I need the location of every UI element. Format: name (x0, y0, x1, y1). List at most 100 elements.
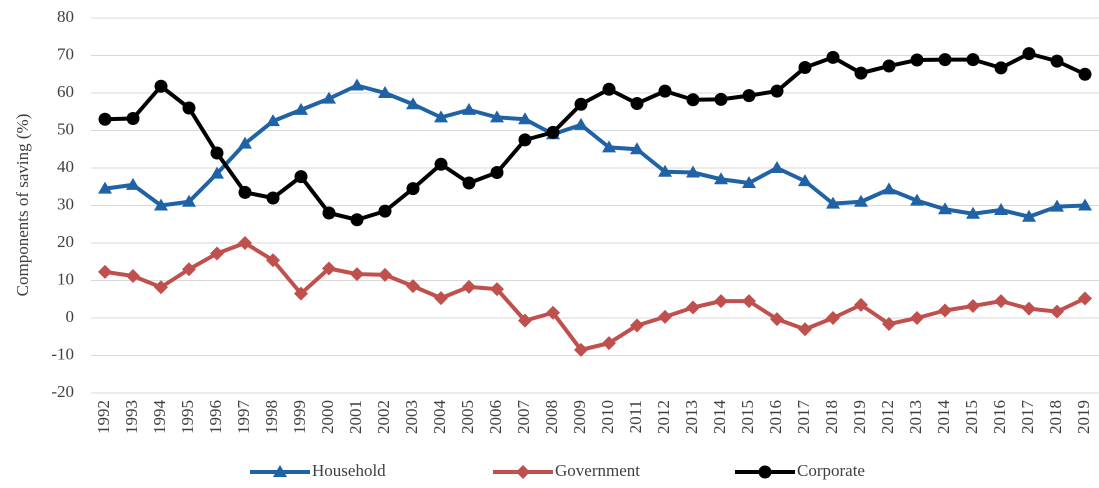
x-tick-label: 2013 (906, 400, 925, 434)
data-point (154, 79, 168, 93)
data-point (994, 203, 1008, 215)
data-point (1078, 291, 1092, 306)
data-point (742, 294, 756, 309)
data-point (798, 322, 812, 337)
data-point (798, 174, 812, 187)
x-tick-label: 2007 (514, 400, 533, 435)
x-tick-label: 2014 (710, 400, 729, 435)
data-point (126, 112, 140, 125)
data-point (406, 279, 420, 294)
x-tick-label: 2016 (766, 400, 785, 434)
legend-item: Household (250, 461, 386, 480)
data-point (1022, 301, 1036, 316)
data-point (546, 305, 560, 320)
data-point (126, 269, 140, 283)
legend-item: Corporate (735, 461, 865, 480)
data-point (126, 177, 140, 190)
x-tick-label: 1995 (178, 400, 197, 434)
data-point (910, 193, 924, 206)
data-point (630, 318, 644, 333)
data-point (966, 299, 980, 313)
data-point (266, 191, 280, 205)
x-tick-label: 2018 (1046, 400, 1065, 434)
data-point (938, 202, 952, 215)
data-point (266, 114, 280, 127)
x-tick-label: 2017 (1018, 400, 1037, 435)
data-point (602, 140, 616, 153)
data-point (350, 78, 364, 91)
x-tick-label: 2016 (990, 400, 1009, 434)
data-point (966, 53, 980, 67)
data-point (294, 170, 308, 184)
x-tick-label: 1997 (234, 400, 253, 435)
x-tick-label: 2015 (738, 400, 757, 434)
data-point (294, 102, 308, 115)
series-line (104, 241, 1086, 352)
data-point (574, 342, 588, 357)
data-point (406, 97, 420, 110)
data-point (210, 146, 224, 160)
data-point (322, 206, 336, 220)
data-point (490, 166, 504, 179)
y-axis-label: Components of saving (%) (13, 114, 32, 297)
x-tick-label: 1993 (122, 400, 141, 434)
data-point (714, 92, 728, 106)
y-tick-label: 80 (57, 7, 74, 26)
legend-item: Government (493, 461, 640, 480)
data-point (798, 61, 812, 74)
data-point (266, 253, 280, 268)
x-tick-label: 2003 (402, 400, 421, 434)
data-point (770, 161, 784, 173)
data-point (602, 336, 616, 351)
data-point (518, 313, 532, 328)
data-point (714, 172, 728, 185)
data-point (238, 185, 252, 199)
data-point (434, 157, 448, 171)
data-point (658, 309, 672, 324)
data-point (322, 91, 336, 104)
data-point (910, 311, 924, 325)
series-line (104, 83, 1086, 219)
x-tick-label: 1999 (290, 400, 309, 434)
data-point (1050, 54, 1064, 68)
data-point (742, 89, 756, 103)
data-point (658, 84, 672, 98)
data-point (630, 142, 644, 155)
legend-marker (273, 465, 287, 477)
data-point (1078, 198, 1092, 211)
data-point (182, 101, 196, 115)
data-point (854, 194, 868, 207)
data-point (994, 61, 1008, 75)
y-tick-label: -10 (51, 344, 74, 363)
data-point (770, 84, 784, 98)
data-point (574, 117, 588, 130)
data-point (1050, 199, 1064, 212)
data-point (882, 317, 896, 331)
x-tick-label: 2001 (346, 400, 365, 434)
data-point (1050, 304, 1064, 319)
data-point (322, 261, 336, 276)
data-point (854, 66, 868, 80)
data-point (882, 182, 896, 195)
y-tick-label: 30 (57, 194, 74, 213)
x-tick-label: 2012 (878, 400, 897, 434)
data-point (686, 300, 700, 315)
data-point (378, 267, 392, 282)
x-tick-label: 2006 (486, 400, 505, 434)
data-point (154, 198, 168, 211)
data-point (350, 213, 364, 227)
data-point (98, 181, 112, 194)
y-tick-label: 10 (57, 269, 74, 288)
legend-label: Corporate (797, 461, 865, 480)
data-point (462, 279, 476, 294)
data-point (826, 196, 840, 209)
x-tick-label: 2018 (822, 400, 841, 434)
data-point (574, 97, 588, 111)
data-point (602, 82, 616, 96)
data-point (434, 110, 448, 123)
x-tick-label: 2012 (654, 400, 673, 434)
data-point (686, 165, 700, 178)
data-point (434, 291, 448, 306)
x-tick-label: 2019 (1074, 400, 1093, 434)
